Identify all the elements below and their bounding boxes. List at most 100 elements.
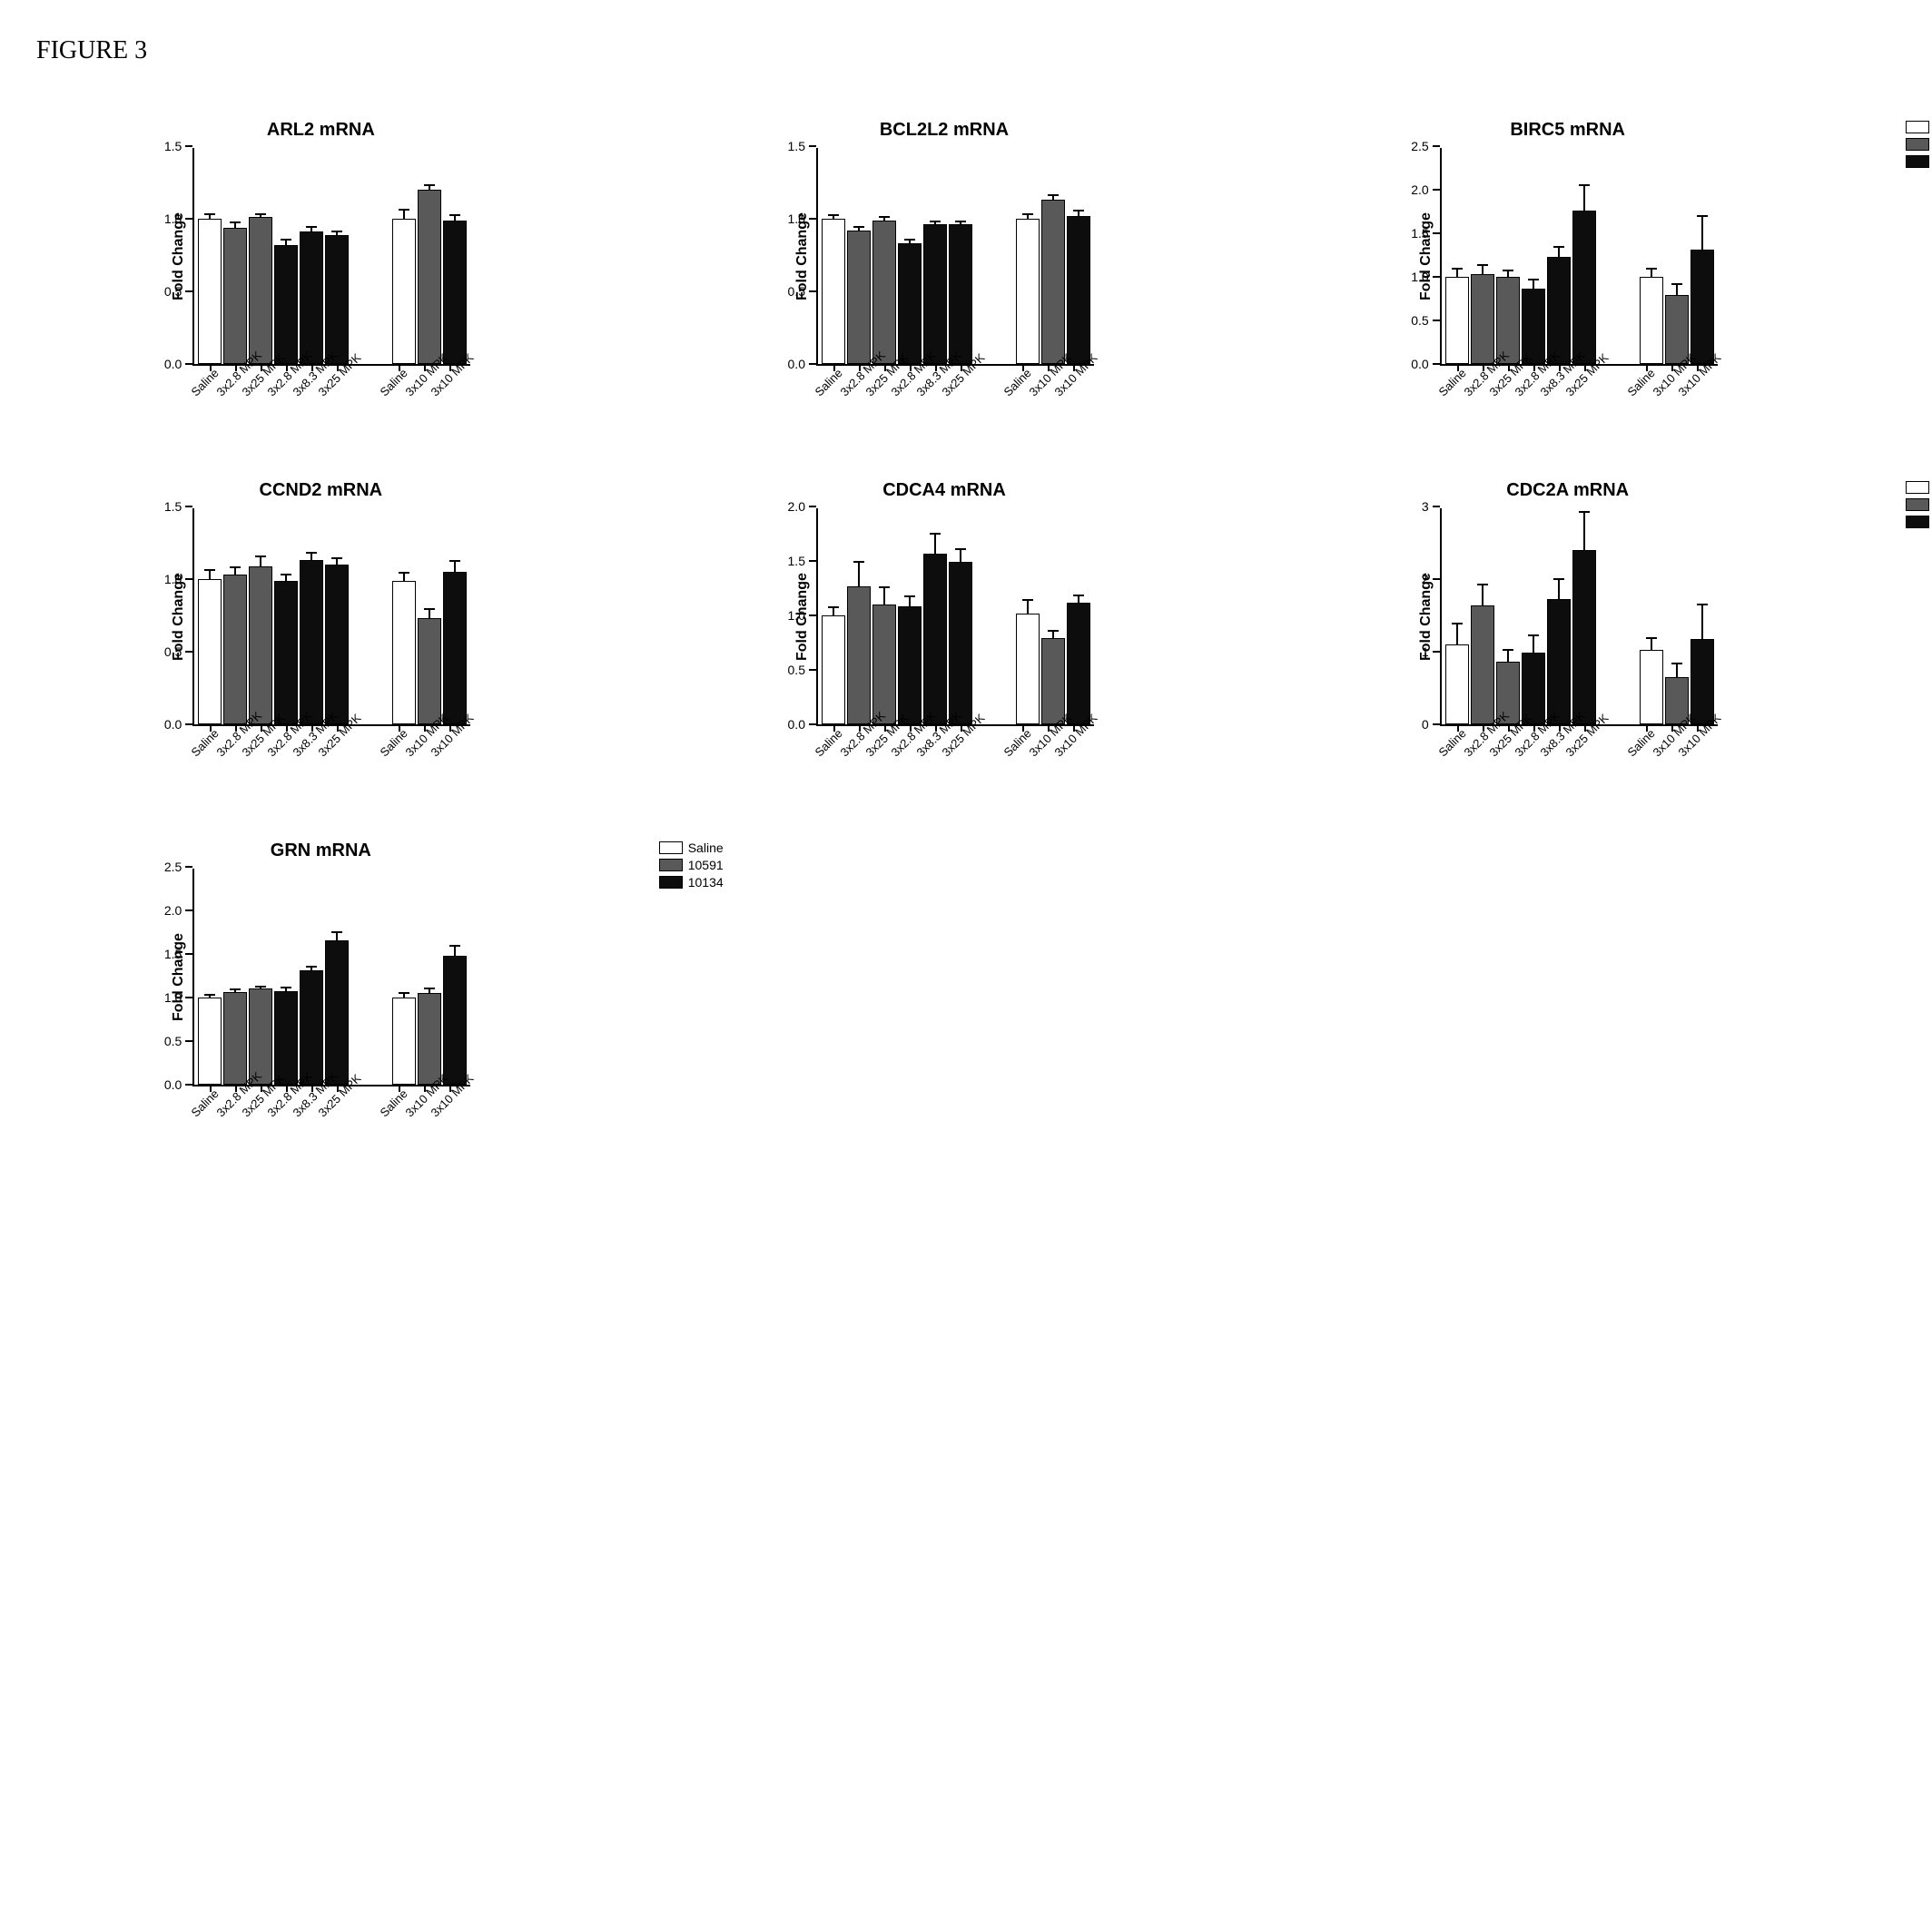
error-cap: [399, 992, 409, 994]
y-tick: 2.5: [164, 860, 192, 874]
y-tick-mark: [809, 614, 816, 616]
bar-rect: [325, 235, 349, 364]
x-labels: Saline3x2.8 MPK3x25 MPK3x2.8 MPK3x8.3 MP…: [816, 371, 1094, 444]
chart-title: CCND2 mRNA: [260, 480, 383, 501]
legend-swatch: [1906, 516, 1929, 528]
bar: [1445, 644, 1469, 724]
y-tick: 1.0: [164, 211, 192, 226]
chart-grid: ARL2 mRNAFold Change0.00.51.01.5Saline3x…: [36, 120, 1852, 1165]
error-cap: [230, 988, 241, 990]
legend-item: 10134: [659, 875, 724, 890]
error-bar: [285, 240, 287, 245]
bar: [418, 993, 441, 1085]
bar-group-2: [1012, 200, 1094, 364]
bar-group-2: [389, 956, 470, 1085]
bar-rect: [392, 219, 416, 364]
y-tick: 0.0: [164, 357, 192, 371]
bar-group-2: [1012, 603, 1094, 724]
y-tick: 1.5: [164, 947, 192, 961]
bar: [1067, 603, 1090, 724]
y-tick: 1.0: [164, 990, 192, 1005]
y-tick-label: 1: [1422, 644, 1429, 659]
legend-swatch: [1906, 155, 1929, 168]
bar-rect: [1547, 599, 1571, 724]
bar-rect: [847, 586, 871, 724]
chart-panel-cdca4: CDCA4 mRNAFold Change0.00.51.01.52.0Sali…: [660, 480, 1229, 804]
bar-rect: [949, 224, 972, 364]
error-cap: [1452, 623, 1463, 624]
y-tick: 1: [1422, 644, 1440, 659]
error-cap: [306, 966, 317, 968]
bar-rect: [443, 956, 467, 1085]
y-tick-label: 0.5: [164, 644, 182, 659]
chart-panel-ccnd2: CCND2 mRNA Fold Change0.00.51.01.5Saline3…: [36, 480, 606, 804]
bar: [1016, 219, 1040, 364]
y-tick-mark: [185, 909, 192, 911]
y-tick: 0.5: [164, 284, 192, 299]
error-cap: [1553, 578, 1564, 580]
bar: [392, 998, 416, 1085]
error-cap: [255, 555, 266, 557]
bar-rect: [1572, 550, 1596, 724]
y-tick-mark: [1433, 651, 1440, 653]
error-bar: [1583, 185, 1585, 211]
bar-rect: [1471, 605, 1494, 724]
error-bar: [429, 609, 430, 619]
error-bar: [260, 987, 261, 990]
error-cap: [424, 608, 435, 610]
error-bar: [260, 556, 261, 566]
error-bar: [310, 227, 312, 232]
bar-rect: [923, 224, 947, 364]
chart-body: Fold Change0.00.51.01.52.02.5Saline3x2.8…: [1418, 148, 1718, 444]
error-bar: [960, 221, 961, 226]
error-bar: [833, 607, 834, 616]
y-tick: 2: [1422, 572, 1440, 586]
error-bar: [909, 596, 911, 607]
y-tick-label: 1.5: [164, 947, 182, 961]
error-cap: [1528, 634, 1539, 636]
error-bar: [310, 553, 312, 562]
y-tick-mark: [185, 578, 192, 580]
bar: [198, 219, 222, 364]
y-tick: 0.5: [164, 1034, 192, 1048]
y-tick-mark: [809, 506, 816, 507]
error-bar: [1533, 635, 1534, 654]
y-tick-mark: [809, 560, 816, 562]
error-cap: [904, 239, 915, 241]
y-tick-label: 2.0: [788, 499, 805, 514]
chart-area: 0.00.51.01.5Saline3x2.8 MPK3x25 MPK3x2.8…: [192, 148, 470, 444]
y-tick-mark: [809, 218, 816, 220]
legend-item: 10134: [1906, 154, 1932, 169]
x-labels: Saline3x2.8 MPK3x25 MPK3x2.8 MPK3x8.3 MP…: [1440, 732, 1718, 804]
y-tick: 2.0: [164, 903, 192, 918]
bar: [249, 217, 272, 364]
y-tick-label: 0.5: [1411, 313, 1428, 328]
chart-panel-arl2: ARL2 mRNAFold Change0.00.51.01.5Saline3x…: [36, 120, 606, 444]
chart-body: Fold Change0.00.51.01.5Saline3x2.8 MPK3x…: [171, 508, 470, 804]
bar-rect: [198, 219, 222, 364]
error-cap: [853, 226, 864, 228]
bar-rect: [443, 572, 467, 724]
error-cap: [306, 226, 317, 228]
bar: [325, 565, 349, 724]
bar-rect: [325, 940, 349, 1085]
legend-swatch: [1906, 138, 1929, 151]
legend-label: 10591: [688, 858, 724, 872]
bar: [1471, 605, 1494, 724]
error-cap: [424, 988, 435, 989]
y-tick-mark: [1433, 320, 1440, 321]
bar-rect: [898, 606, 922, 724]
bar-rect: [1041, 200, 1065, 364]
bar-rect: [822, 219, 845, 364]
bar-rect: [1572, 211, 1596, 364]
y-tick: 1.5: [164, 139, 192, 153]
plot: 0.00.51.01.5: [816, 148, 1094, 366]
chart-panel-birc5: Saline1059110134BIRC5 mRNAFold Change0.0…: [1283, 120, 1852, 444]
bar: [1067, 216, 1090, 364]
error-bar: [285, 988, 287, 993]
error-bar: [1533, 280, 1534, 290]
error-cap: [930, 221, 941, 222]
y-tick-label: 1.5: [788, 139, 805, 153]
y-ticks: 0.00.51.01.52.02.5: [1396, 148, 1440, 364]
y-tick: 1.0: [788, 608, 816, 623]
